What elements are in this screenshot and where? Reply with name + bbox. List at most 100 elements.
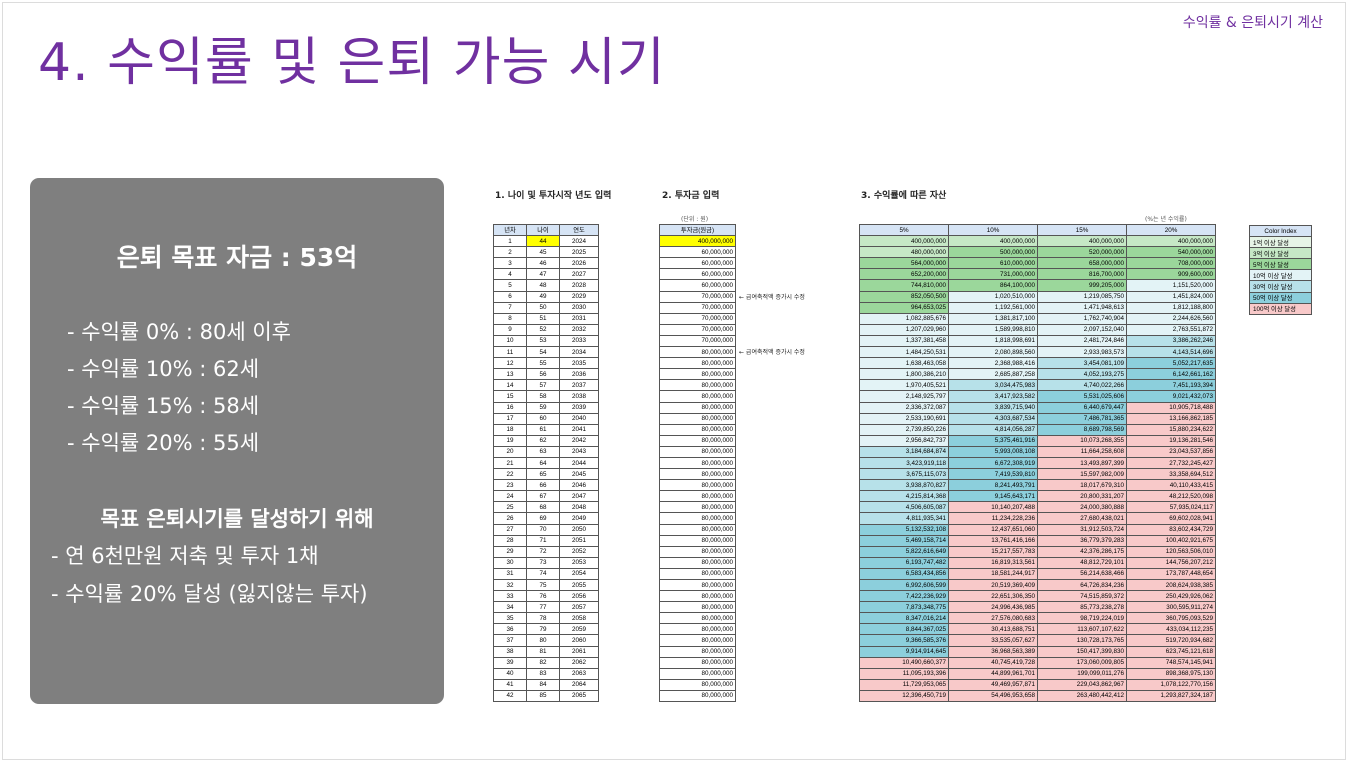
year-index-cell: 29	[493, 545, 527, 558]
asset-cell: 7,419,539,810	[948, 468, 1038, 481]
year-index-cell: 26	[493, 512, 527, 525]
year-index-cell: 3	[493, 257, 527, 270]
table-row: 70,000,000	[659, 301, 736, 314]
asset-cell: 113,607,107,622	[1037, 623, 1127, 636]
table-row: 32 75 2055	[493, 578, 599, 592]
asset-cell: 898,368,975,130	[1126, 667, 1216, 680]
table-row: 38 81 2061	[493, 645, 599, 658]
table-row: 35 78 2058	[493, 612, 599, 625]
age-cell: 61	[526, 423, 560, 436]
asset-cell: 5,132,532,108	[859, 523, 949, 536]
year-index-cell: 38	[493, 645, 527, 658]
table-row: 6,992,606,599 20,519,369,409 64,726,834,23…	[859, 578, 1216, 592]
year-cell: 2050	[559, 523, 599, 536]
asset-cell: 816,700,000	[1037, 268, 1127, 281]
table-row: 29 72 2052	[493, 545, 599, 558]
year-index-cell: 12	[493, 357, 527, 370]
year-index-cell: 18	[493, 423, 527, 436]
table-row: 1,082,885,676 1,381,817,100 1,762,740,904 2…	[859, 312, 1216, 325]
strategy-bullet: - 수익률 20% 달성 (잃지않는 투자)	[51, 582, 368, 606]
asset-cell: 4,811,935,341	[859, 512, 949, 525]
investment-cell: 80,000,000	[659, 534, 736, 547]
asset-cell: 11,234,228,236	[948, 512, 1038, 525]
year-cell: 2060	[559, 634, 599, 647]
table-row: 80,000,000	[659, 523, 736, 536]
age-cell: 69	[526, 512, 560, 525]
asset-cell: 540,000,000	[1126, 246, 1216, 259]
table-row: 12 55 2035	[493, 357, 599, 370]
investment-cell: 80,000,000	[659, 623, 736, 636]
table-row: 80,000,000	[659, 490, 736, 503]
asset-cell: 20,800,331,207	[1037, 490, 1127, 503]
year-cell: 2026	[559, 257, 599, 270]
year-index-cell: 37	[493, 634, 527, 647]
age-cell: 78	[526, 612, 560, 625]
color-index-row: 100억 이상 달성	[1249, 302, 1312, 315]
age-cell: 73	[526, 556, 560, 569]
investment-cell: 60,000,000	[659, 268, 736, 281]
year-cell: 2040	[559, 412, 599, 425]
investment-cell: 80,000,000	[659, 346, 736, 359]
asset-cell: 15,217,557,783	[948, 545, 1038, 558]
asset-cell: 4,814,056,287	[948, 423, 1038, 436]
age-cell: 53	[526, 334, 560, 348]
table-row: 80,000,000	[659, 612, 736, 625]
asset-cell: 9,914,914,645	[859, 645, 949, 658]
table-row: 60,000,000	[659, 279, 736, 292]
year-index-cell: 41	[493, 678, 527, 691]
table-row: 24 67 2047	[493, 490, 599, 503]
asset-cell: 54,496,953,658	[948, 689, 1038, 703]
table-row: 11,729,953,065 49,469,957,871 229,043,862,…	[859, 678, 1216, 691]
asset-cell: 7,486,781,365	[1037, 412, 1127, 425]
asset-cell: 12,396,450,719	[859, 689, 949, 703]
asset-cell: 433,034,112,235	[1126, 623, 1216, 636]
table-row: 852,050,500 1,020,510,000 1,219,085,750 1,4…	[859, 290, 1216, 303]
color-index-item: 50억 이상 달성	[1249, 291, 1312, 304]
year-cell: 2059	[559, 623, 599, 636]
year-cell: 2044	[559, 456, 599, 470]
table-row: 33 76 2056	[493, 590, 599, 603]
asset-cell: 2,933,983,573	[1037, 346, 1127, 359]
investment-cell: 70,000,000	[659, 290, 736, 303]
asset-cell: 100,402,921,675	[1126, 534, 1216, 547]
table-row: 60,000,000	[659, 257, 736, 270]
color-index-row: 30억 이상 달성	[1249, 280, 1312, 293]
asset-cell: 74,515,859,372	[1037, 590, 1127, 603]
asset-cell: 1,337,381,458	[859, 334, 949, 348]
slide-title: 4. 수익률 및 은퇴 가능 시기	[38, 33, 666, 93]
asset-cell: 360,795,093,529	[1126, 612, 1216, 625]
age-cell: 48	[526, 279, 560, 292]
year-index-cell: 1	[493, 235, 527, 248]
investment-cell: 80,000,000	[659, 545, 736, 558]
table-row: 1 44 2024	[493, 235, 599, 248]
asset-cell: 2,956,842,737	[859, 434, 949, 447]
investment-cell: 400,000,000	[659, 235, 736, 248]
table-row: 9,914,914,645 36,968,563,389 150,417,399,8…	[859, 645, 1216, 658]
table-row: 2,336,372,087 3,839,715,940 6,440,679,447 1…	[859, 401, 1216, 414]
section-heading: 1. 나이 및 투자시작 년도 입력	[495, 191, 612, 201]
investment-cell: 80,000,000	[659, 357, 736, 370]
table-row: 80,000,000	[659, 578, 736, 592]
year-index-cell: 13	[493, 368, 527, 381]
asset-cell: 652,200,000	[859, 268, 949, 281]
return-line: - 수익률 15% : 58세	[67, 394, 260, 418]
asset-cell: 120,563,506,010	[1126, 545, 1216, 558]
table-row: 80,000,000	[659, 634, 736, 647]
table-row: 80,000,000	[659, 357, 736, 370]
table-row: 22 65 2045	[493, 468, 599, 481]
table-row: 26 69 2049	[493, 512, 599, 525]
year-index-cell: 22	[493, 468, 527, 481]
table-row: 6,193,747,482 16,819,313,561 48,812,729,10…	[859, 556, 1216, 569]
asset-cell: 1,207,029,960	[859, 323, 949, 336]
year-index-cell: 9	[493, 323, 527, 336]
edit-note: ← 급여축적액 증가시 수정	[739, 349, 805, 356]
asset-cell: 400,000,000	[1037, 235, 1127, 248]
investment-cell: 80,000,000	[659, 634, 736, 647]
table-row: 80,000,000	[659, 556, 736, 569]
asset-cell: 69,602,028,941	[1126, 512, 1216, 525]
investment-cell: 60,000,000	[659, 257, 736, 270]
investment-cell: 80,000,000	[659, 678, 736, 691]
table-row: 80,000,000	[659, 390, 736, 403]
asset-cell: 24,996,436,985	[948, 601, 1038, 614]
asset-cell: 20,519,369,409	[948, 578, 1038, 592]
